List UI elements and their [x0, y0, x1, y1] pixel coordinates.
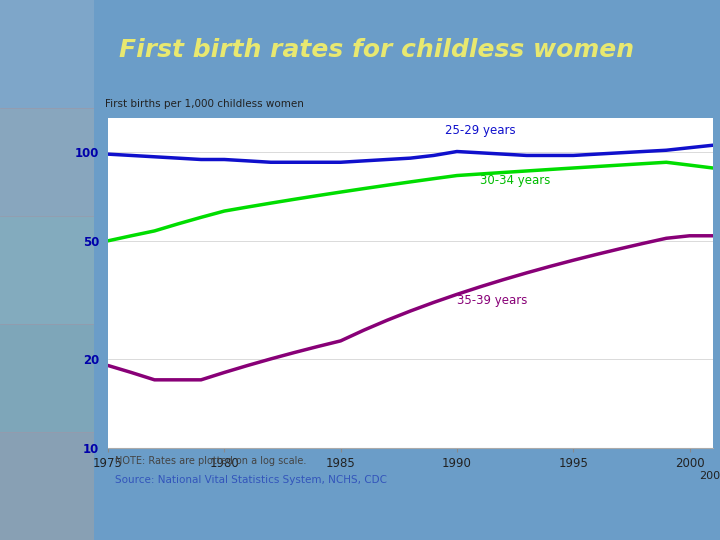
Text: Source: National Vital Statistics System, NCHS, CDC: Source: National Vital Statistics System… — [115, 475, 387, 485]
Bar — [0, 432, 94, 540]
Text: First birth rates for childless women: First birth rates for childless women — [119, 38, 634, 63]
Text: 25-29 years: 25-29 years — [445, 124, 516, 137]
Bar — [0, 216, 94, 324]
Text: 30-34 years: 30-34 years — [480, 174, 551, 187]
Text: First births per 1,000 childless women: First births per 1,000 childless women — [105, 99, 304, 110]
Bar — [0, 108, 94, 216]
Text: 2001: 2001 — [698, 471, 720, 481]
Bar — [0, 324, 94, 432]
Bar — [0, 0, 94, 108]
Text: NOTE: Rates are plotted on a log scale.: NOTE: Rates are plotted on a log scale. — [115, 456, 307, 467]
Text: 35-39 years: 35-39 years — [457, 294, 527, 307]
